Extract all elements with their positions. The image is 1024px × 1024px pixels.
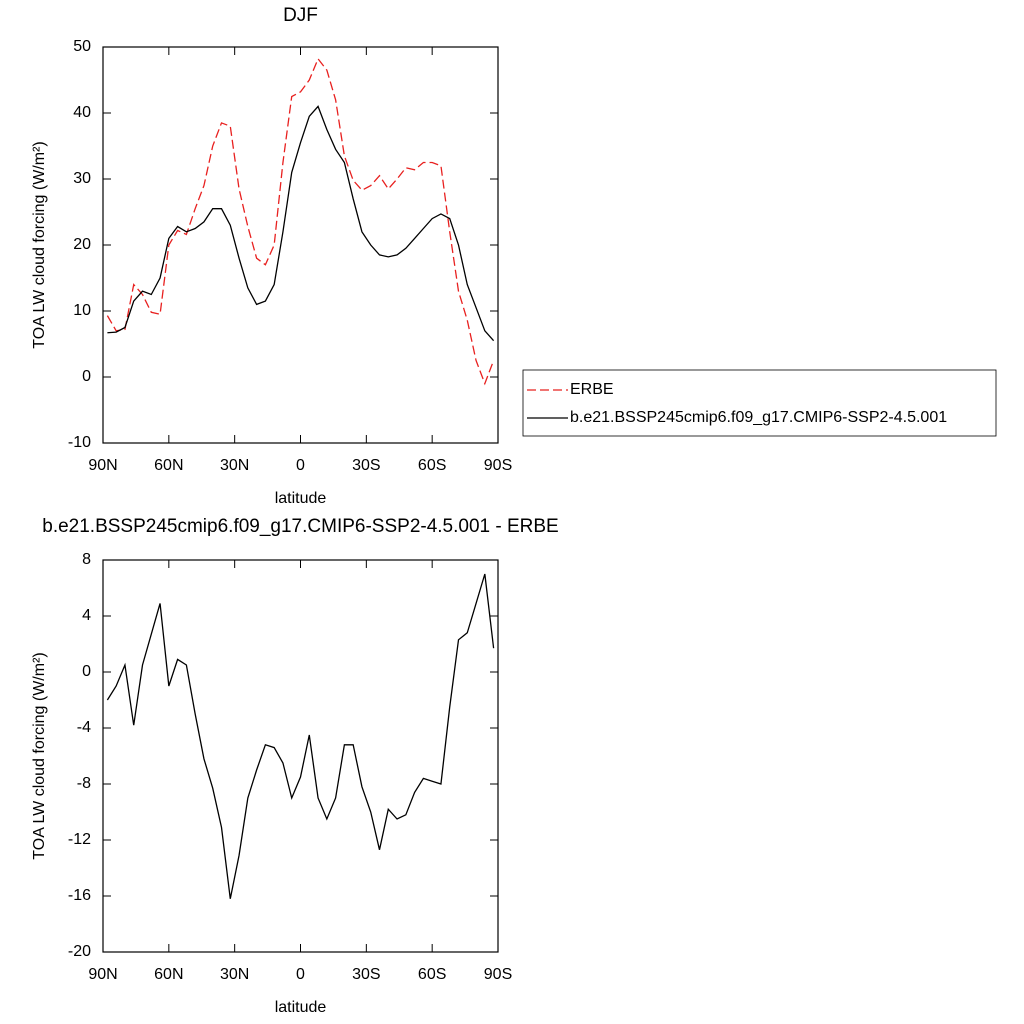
x-tick-label: 60N	[154, 966, 183, 983]
x-tick-label: 60S	[418, 966, 446, 983]
x-tick-label: 90N	[88, 966, 117, 983]
data-line	[106, 573, 495, 899]
y-tick-label: -8	[77, 775, 91, 792]
x-axis-label: latitude	[275, 999, 327, 1016]
legend-box	[522, 369, 997, 437]
y-tick-label: 4	[82, 607, 91, 624]
x-tick-label: 30S	[352, 457, 380, 474]
legend-label: ERBE	[570, 381, 614, 398]
legend-label: b.e21.BSSP245cmip6.f09_g17.CMIP6-SSP2-4.…	[570, 409, 947, 426]
y-tick-label: 20	[73, 236, 91, 253]
data-line	[106, 57, 495, 386]
y-axis-label: TOA LW cloud forcing (W/m²)	[31, 652, 48, 859]
data-line	[107, 105, 495, 342]
chart-title: b.e21.BSSP245cmip6.f09_g17.CMIP6-SSP2-4.…	[42, 516, 558, 537]
y-tick-label: 40	[73, 104, 91, 121]
x-tick-label: 30N	[220, 966, 249, 983]
y-tick-label: 50	[73, 38, 91, 55]
chart-title: DJF	[283, 5, 318, 26]
y-tick-label: 10	[73, 302, 91, 319]
plot-frame	[102, 46, 499, 444]
y-tick-label: -10	[68, 434, 91, 451]
x-tick-label: 90N	[88, 457, 117, 474]
x-tick-label: 30S	[352, 966, 380, 983]
x-tick-label: 0	[296, 966, 305, 983]
x-axis-label: latitude	[275, 490, 327, 507]
x-tick-label: 60N	[154, 457, 183, 474]
y-axis-label: TOA LW cloud forcing (W/m²)	[31, 141, 48, 348]
y-tick-label: 8	[82, 551, 91, 568]
x-tick-label: 90S	[484, 457, 512, 474]
y-tick-label: -20	[68, 943, 91, 960]
y-tick-label: -16	[68, 887, 91, 904]
y-tick-label: -12	[68, 831, 91, 848]
x-tick-label: 0	[296, 457, 305, 474]
y-tick-label: -4	[77, 719, 91, 736]
y-tick-label: 0	[82, 368, 91, 385]
y-tick-label: 0	[82, 663, 91, 680]
x-tick-label: 90S	[484, 966, 512, 983]
x-tick-label: 30N	[220, 457, 249, 474]
x-tick-label: 60S	[418, 457, 446, 474]
y-tick-label: 30	[73, 170, 91, 187]
